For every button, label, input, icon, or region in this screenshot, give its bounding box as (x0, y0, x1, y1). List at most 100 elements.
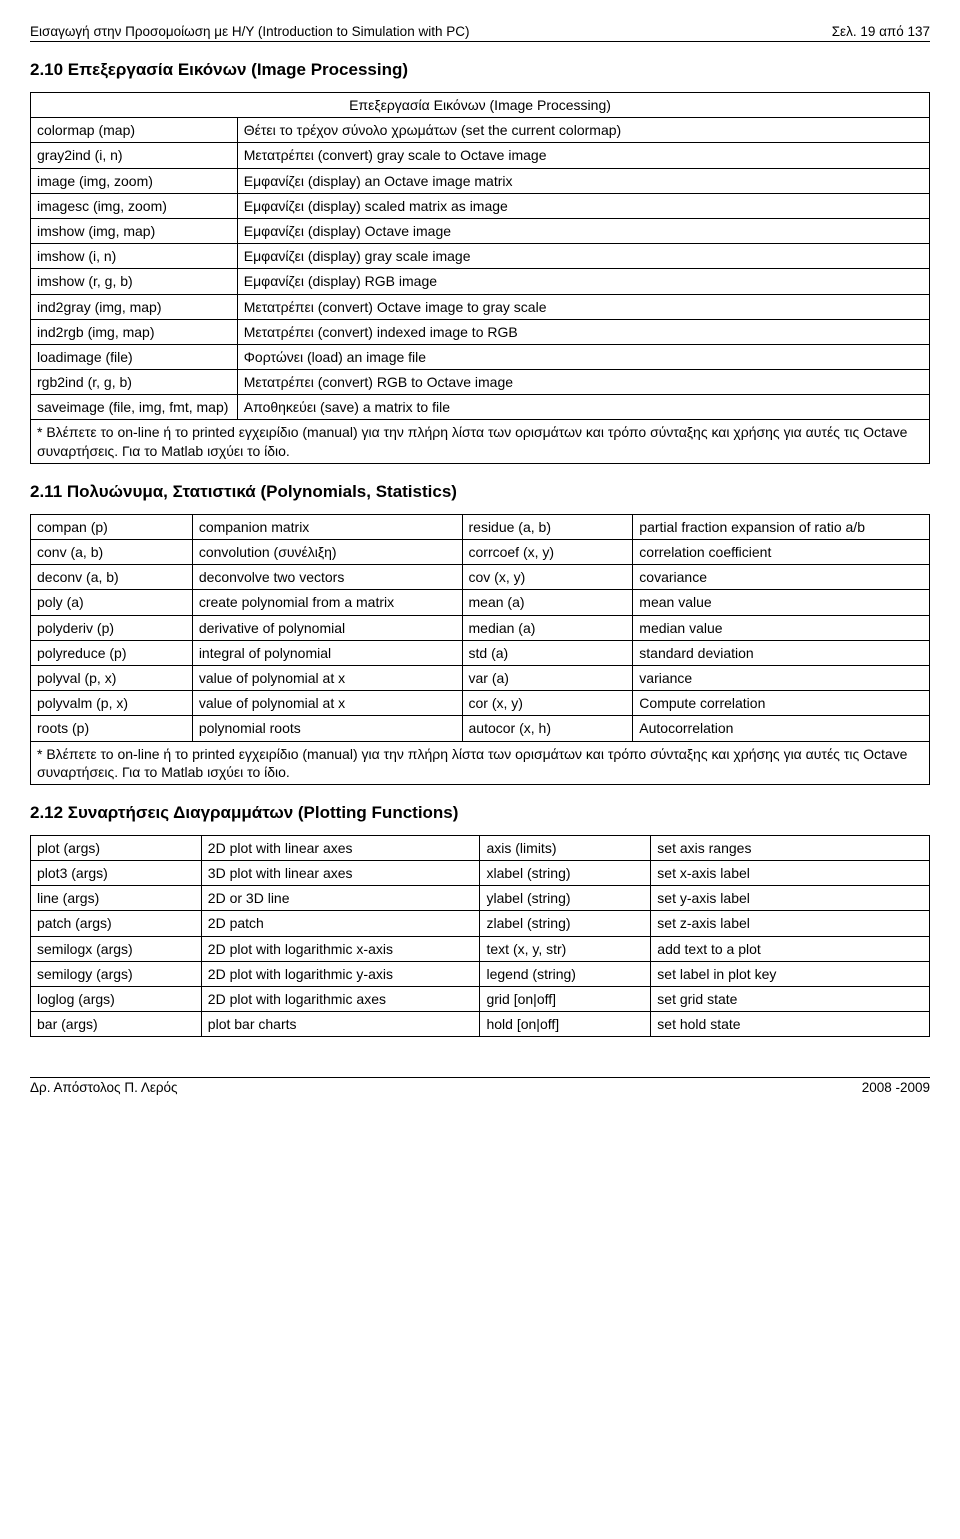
table-polynomials-statistics: compan (p)companion matrixresidue (a, b)… (30, 514, 930, 785)
table-row: loadimage (file)Φορτώνει (load) an image… (31, 344, 930, 369)
table-cell: residue (a, b) (462, 514, 633, 539)
header-left: Εισαγωγή στην Προσομοίωση με Η/Υ (Introd… (30, 24, 469, 39)
table-cell: convolution (συνέλιξη) (192, 540, 462, 565)
table-cell: image (img, zoom) (31, 168, 238, 193)
table-cell: create polynomial from a matrix (192, 590, 462, 615)
table-cell: deconv (a, b) (31, 565, 193, 590)
table-cell: companion matrix (192, 514, 462, 539)
footer-left: Δρ. Απόστολος Π. Λερός (30, 1080, 178, 1095)
table-cell: xlabel (string) (480, 861, 651, 886)
table-cell: Εμφανίζει (display) scaled matrix as ima… (237, 193, 929, 218)
table-image-processing: Επεξεργασία Εικόνων (Image Processing) c… (30, 92, 930, 464)
table-row: deconv (a, b)deconvolve two vectorscov (… (31, 565, 930, 590)
table-cell: Θέτει το τρέχον σύνολο χρωμάτων (set the… (237, 118, 929, 143)
table-cell: corrcoef (x, y) (462, 540, 633, 565)
table-cell: ind2rgb (img, map) (31, 319, 238, 344)
table-cell: 2D or 3D line (201, 886, 480, 911)
table-row: semilogx (args)2D plot with logarithmic … (31, 936, 930, 961)
table-cell: deconvolve two vectors (192, 565, 462, 590)
table-cell: mean (a) (462, 590, 633, 615)
table-cell: ylabel (string) (480, 886, 651, 911)
table-cell: plot bar charts (201, 1012, 480, 1037)
table-cell: 2D plot with linear axes (201, 835, 480, 860)
table-row: plot3 (args)3D plot with linear axesxlab… (31, 861, 930, 886)
table-cell: imagesc (img, zoom) (31, 193, 238, 218)
table-row: ind2rgb (img, map)Μετατρέπει (convert) i… (31, 319, 930, 344)
section-heading-212: 2.12 Συναρτήσεις Διαγραμμάτων (Plotting … (30, 803, 930, 823)
table-cell: set label in plot key (651, 961, 930, 986)
table-cell: axis (limits) (480, 835, 651, 860)
table-cell: 2D plot with logarithmic axes (201, 987, 480, 1012)
table-cell: patch (args) (31, 911, 202, 936)
table-cell: grid [on|off] (480, 987, 651, 1012)
table-cell: zlabel (string) (480, 911, 651, 936)
table-row: imagesc (img, zoom)Εμφανίζει (display) s… (31, 193, 930, 218)
table-cell: variance (633, 665, 930, 690)
table-cell: Εμφανίζει (display) RGB image (237, 269, 929, 294)
table-cell: text (x, y, str) (480, 936, 651, 961)
table-cell: Μετατρέπει (convert) RGB to Octave image (237, 370, 929, 395)
table-row: plot (args)2D plot with linear axesaxis … (31, 835, 930, 860)
table-cell: conv (a, b) (31, 540, 193, 565)
table-cell: loglog (args) (31, 987, 202, 1012)
table-cell: median (a) (462, 615, 633, 640)
table-cell: value of polynomial at x (192, 691, 462, 716)
table-cell: imshow (img, map) (31, 218, 238, 243)
table-cell: poly (a) (31, 590, 193, 615)
table-row: saveimage (file, img, fmt, map)Αποθηκεύε… (31, 395, 930, 420)
table-cell: semilogy (args) (31, 961, 202, 986)
table-row: roots (p)polynomial rootsautocor (x, h)A… (31, 716, 930, 741)
table-row: compan (p)companion matrixresidue (a, b)… (31, 514, 930, 539)
table-row: rgb2ind (r, g, b)Μετατρέπει (convert) RG… (31, 370, 930, 395)
table-cell: autocor (x, h) (462, 716, 633, 741)
table-cell: cov (x, y) (462, 565, 633, 590)
table-cell: integral of polynomial (192, 640, 462, 665)
table-cell: polyreduce (p) (31, 640, 193, 665)
table-row: imshow (i, n)Εμφανίζει (display) gray sc… (31, 244, 930, 269)
table-row: imshow (r, g, b)Εμφανίζει (display) RGB … (31, 269, 930, 294)
table-row: polyvalm (p, x)value of polynomial at xc… (31, 691, 930, 716)
table-cell: plot3 (args) (31, 861, 202, 886)
table-cell: Αποθηκεύει (save) a matrix to file (237, 395, 929, 420)
table-cell: gray2ind (i, n) (31, 143, 238, 168)
page-footer: Δρ. Απόστολος Π. Λερός 2008 -2009 (30, 1077, 930, 1095)
table-row: polyderiv (p)derivative of polynomialmed… (31, 615, 930, 640)
table-cell: set x-axis label (651, 861, 930, 886)
table-row: polyreduce (p)integral of polynomialstd … (31, 640, 930, 665)
table-row: loglog (args)2D plot with logarithmic ax… (31, 987, 930, 1012)
table-cell: line (args) (31, 886, 202, 911)
table-title: Επεξεργασία Εικόνων (Image Processing) (31, 93, 930, 118)
table-cell: Μετατρέπει (convert) Octave image to gra… (237, 294, 929, 319)
table-cell: set grid state (651, 987, 930, 1012)
table-cell: standard deviation (633, 640, 930, 665)
table-cell: Εμφανίζει (display) Octave image (237, 218, 929, 243)
table-cell: var (a) (462, 665, 633, 690)
table-cell: imshow (r, g, b) (31, 269, 238, 294)
table-cell: polynomial roots (192, 716, 462, 741)
table-cell: 3D plot with linear axes (201, 861, 480, 886)
table-cell: roots (p) (31, 716, 193, 741)
table-cell: 2D patch (201, 911, 480, 936)
table-cell: Εμφανίζει (display) gray scale image (237, 244, 929, 269)
table-cell: semilogx (args) (31, 936, 202, 961)
header-right: Σελ. 19 από 137 (832, 24, 930, 39)
table-note: * Βλέπετε το on-line ή το printed εγχειρ… (31, 420, 930, 463)
table-cell: imshow (i, n) (31, 244, 238, 269)
table-cell: legend (string) (480, 961, 651, 986)
table-row: ind2gray (img, map)Μετατρέπει (convert) … (31, 294, 930, 319)
table-cell: cor (x, y) (462, 691, 633, 716)
table-row: bar (args)plot bar chartshold [on|off]se… (31, 1012, 930, 1037)
page-header: Εισαγωγή στην Προσομοίωση με Η/Υ (Introd… (30, 24, 930, 42)
table-cell: set axis ranges (651, 835, 930, 860)
section-heading-211: 2.11 Πολυώνυμα, Στατιστικά (Polynomials,… (30, 482, 930, 502)
footer-right: 2008 -2009 (862, 1080, 930, 1095)
table-cell: median value (633, 615, 930, 640)
table-cell: Autocorrelation (633, 716, 930, 741)
table-row: colormap (map)Θέτει το τρέχον σύνολο χρω… (31, 118, 930, 143)
table-cell: saveimage (file, img, fmt, map) (31, 395, 238, 420)
table-row: patch (args)2D patchzlabel (string)set z… (31, 911, 930, 936)
table-cell: 2D plot with logarithmic y-axis (201, 961, 480, 986)
table-cell: plot (args) (31, 835, 202, 860)
table-cell: hold [on|off] (480, 1012, 651, 1037)
section-heading-210: 2.10 Επεξεργασία Εικόνων (Image Processi… (30, 60, 930, 80)
